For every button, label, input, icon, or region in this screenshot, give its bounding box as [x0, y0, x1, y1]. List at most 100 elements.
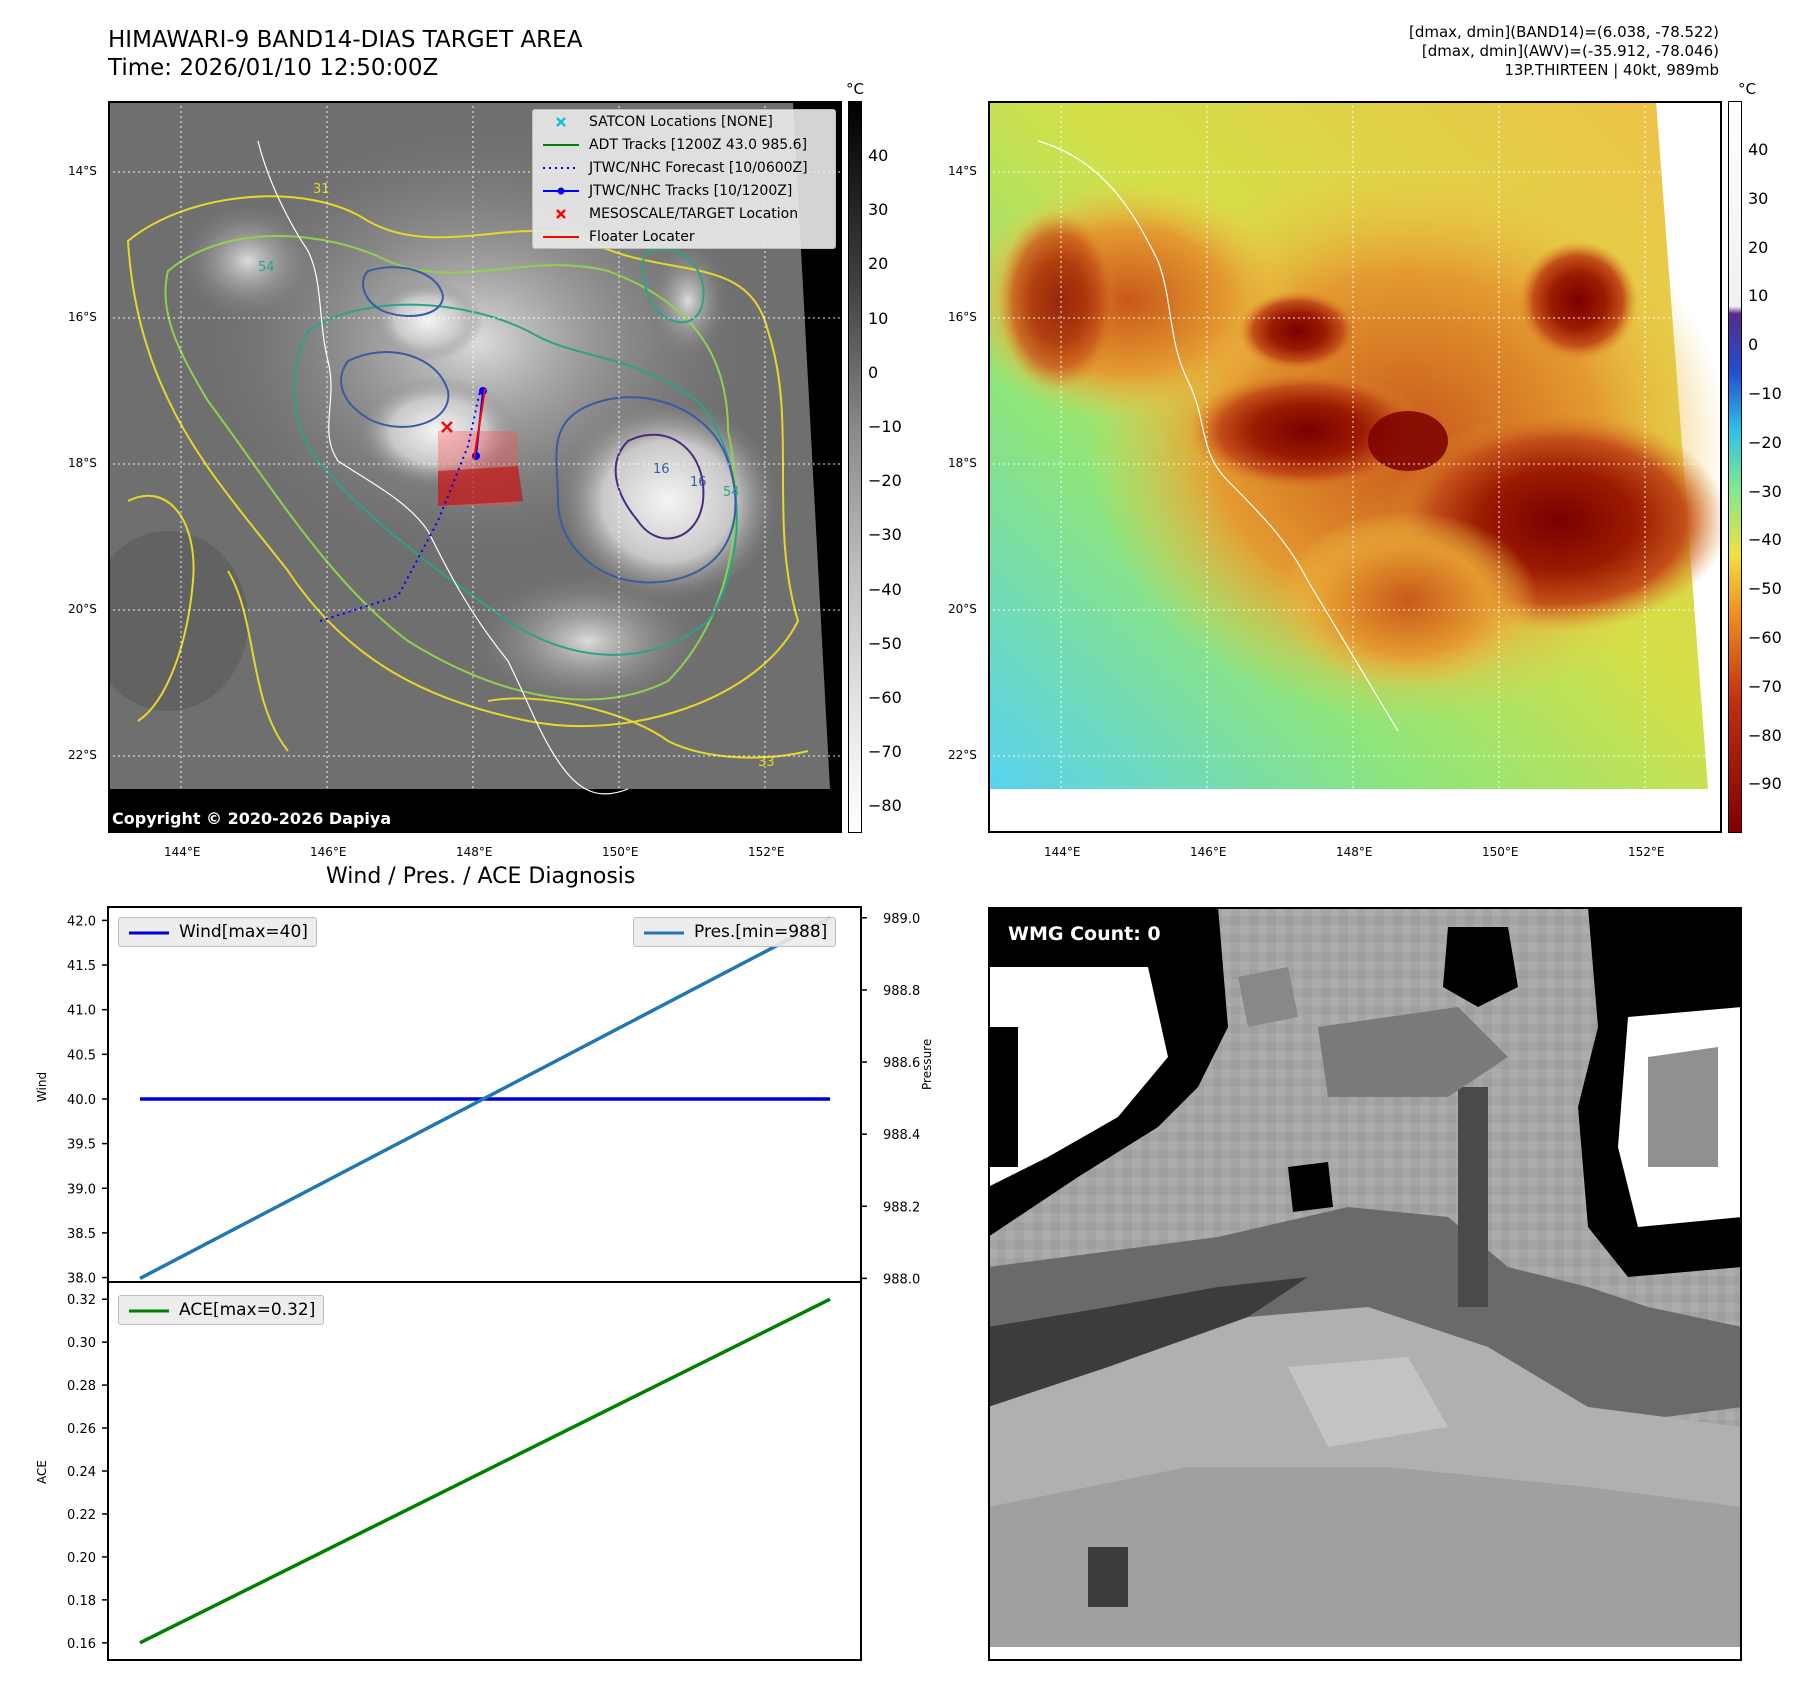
colorbar-tick: 0: [1748, 335, 1759, 355]
info-band14: [dmax, dmin](BAND14)=(6.038, -78.522): [1408, 23, 1719, 41]
diagnosis-chart: 42.0 41.5 41.0 40.5 40.0 39.5 39.0 38.5 38.0 989.…: [67, 906, 920, 1661]
wind-tick-label: 39.0: [67, 1182, 96, 1197]
legend-satcon: SATCON Locations [NONE]: [533, 110, 835, 133]
legend-floater: Floater Locater: [533, 225, 835, 248]
diag-title: Wind / Pres. / ACE Diagnosis: [326, 864, 636, 889]
colorbar-tick: −80: [1748, 725, 1782, 745]
line-icon: [541, 230, 581, 244]
lon-tick: 144°E: [1044, 845, 1081, 859]
colorbar-tick: −10: [868, 417, 902, 436]
colorbar-tick: −70: [1748, 676, 1782, 696]
info-awv: [dmax, dmin](AWV)=(-35.912, -78.046): [1421, 42, 1719, 60]
xmark-icon: [541, 207, 581, 221]
wind-tick-label: 38.0: [67, 1272, 96, 1287]
wind-tick-label: 40.0: [67, 1093, 96, 1108]
ace-axis-label: ACE: [35, 1460, 49, 1484]
colorbar-tick: −10: [1748, 384, 1782, 403]
ace-tick-label: 0.30: [67, 1336, 96, 1351]
lat-tick: 16°S: [948, 310, 977, 324]
pressure-tick-label: 988.0: [883, 1272, 920, 1287]
legend-adt-tracks: ADT Tracks [1200Z 43.0 985.6]: [533, 133, 835, 156]
colorbar-right: [1728, 101, 1742, 833]
lat-tick: 18°S: [68, 456, 97, 470]
wind-tick-label: 38.5: [67, 1227, 96, 1242]
colorbar-tick: 20: [868, 254, 889, 274]
contour-label: 16: [690, 475, 707, 490]
lat-tick: 18°S: [948, 456, 977, 470]
colorbar-tick: 40: [1748, 140, 1769, 159]
colorbar-tick: 30: [1748, 188, 1769, 208]
wmg-panel: WMG Count: 0: [988, 907, 1742, 1661]
legend-mesoscale: MESOSCALE/TARGET Location: [533, 202, 835, 225]
ace-tick-label: 0.18: [67, 1594, 96, 1609]
pressure-tick-label: 989.0: [883, 912, 920, 927]
line-icon: [642, 925, 686, 939]
colorbar-left: [848, 101, 862, 833]
dot-line-icon: [541, 184, 581, 198]
colorbar-tick: −40: [868, 579, 902, 599]
wmg-count-label: WMG Count: 0: [1008, 923, 1161, 945]
colorbar-tick: −70: [868, 742, 902, 762]
colorbar-tick: 0: [868, 362, 879, 382]
pressure-tick-label: 988.2: [883, 1200, 920, 1215]
figure-time: Time: 2026/01/10 12:50:00Z: [108, 55, 439, 81]
contour-label: 31: [313, 182, 330, 197]
top-axes-frame: [107, 906, 862, 1283]
colorbar-tick: 10: [1748, 286, 1769, 306]
wind-tick-label: 41.5: [67, 959, 96, 974]
colorbar-tick: −90: [1748, 774, 1782, 794]
ace-tick-label: 0.32: [67, 1293, 96, 1308]
wind-tick-label: 39.5: [67, 1138, 96, 1153]
info-storm: 13P.THIRTEEN | 40kt, 989mb: [1504, 61, 1719, 79]
lon-tick: 150°E: [602, 845, 639, 859]
ace-legend: ACE[max=0.32]: [118, 1295, 325, 1325]
contour-label: 54: [723, 485, 740, 500]
pressure-tick-label: 988.8: [883, 984, 920, 999]
colorbar-tick: −30: [868, 525, 902, 545]
line-icon: [127, 925, 171, 939]
lon-tick: 144°E: [164, 845, 201, 859]
wind-tick-label: 41.0: [67, 1004, 96, 1019]
pressure-tick-label: 988.6: [883, 1056, 920, 1071]
lat-tick: 14°S: [68, 164, 97, 178]
ace-tick-label: 0.28: [67, 1379, 96, 1394]
lat-tick: 16°S: [68, 310, 97, 324]
colorbar-tick: 30: [868, 200, 889, 220]
lat-tick: 22°S: [948, 748, 977, 762]
awv-map: [988, 101, 1722, 833]
colorbar-tick: −50: [868, 633, 902, 653]
lat-tick: 22°S: [68, 748, 97, 762]
ace-series-line: [139, 1297, 831, 1645]
xmark-icon: [541, 115, 581, 129]
lon-tick: 152°E: [748, 845, 785, 859]
figure-title: HIMAWARI-9 BAND14-DIAS TARGET AREA: [108, 27, 583, 53]
contour-label: 54: [258, 260, 275, 275]
lon-tick: 152°E: [1628, 845, 1665, 859]
lon-tick: 146°E: [1190, 845, 1227, 859]
colorbar-tick: 10: [868, 308, 889, 328]
wind-tick-label: 40.5: [67, 1048, 96, 1063]
awv-map-frame: [988, 101, 1722, 833]
contour-label: 33: [758, 755, 775, 770]
wind-axis-label: Wind: [35, 1071, 49, 1103]
lat-tick: 14°S: [948, 164, 977, 178]
colorbar-tick: −60: [1748, 628, 1782, 647]
line-icon: [541, 138, 581, 152]
lon-tick: 146°E: [310, 845, 347, 859]
colorbar-tick: 40: [868, 146, 889, 165]
pressure-legend: Pres.[min=988]: [633, 917, 837, 947]
lon-tick: 150°E: [1482, 845, 1519, 859]
pressure-tick-label: 988.4: [883, 1128, 920, 1143]
colorbar-tick: 20: [1748, 237, 1769, 257]
ace-tick-label: 0.24: [67, 1465, 96, 1480]
contour-label: 16: [653, 462, 670, 477]
wmg-frame: [988, 907, 1742, 1661]
pressure-axis-label: Pressure: [920, 1038, 934, 1090]
line-icon: [127, 1303, 171, 1317]
lat-tick: 20°S: [948, 602, 977, 616]
lon-tick: 148°E: [456, 845, 493, 859]
colorbar-left-unit: °C: [846, 80, 864, 98]
lat-tick: 20°S: [68, 602, 97, 616]
colorbar-tick: −60: [868, 688, 902, 707]
colorbar-tick: −40: [1748, 530, 1782, 550]
